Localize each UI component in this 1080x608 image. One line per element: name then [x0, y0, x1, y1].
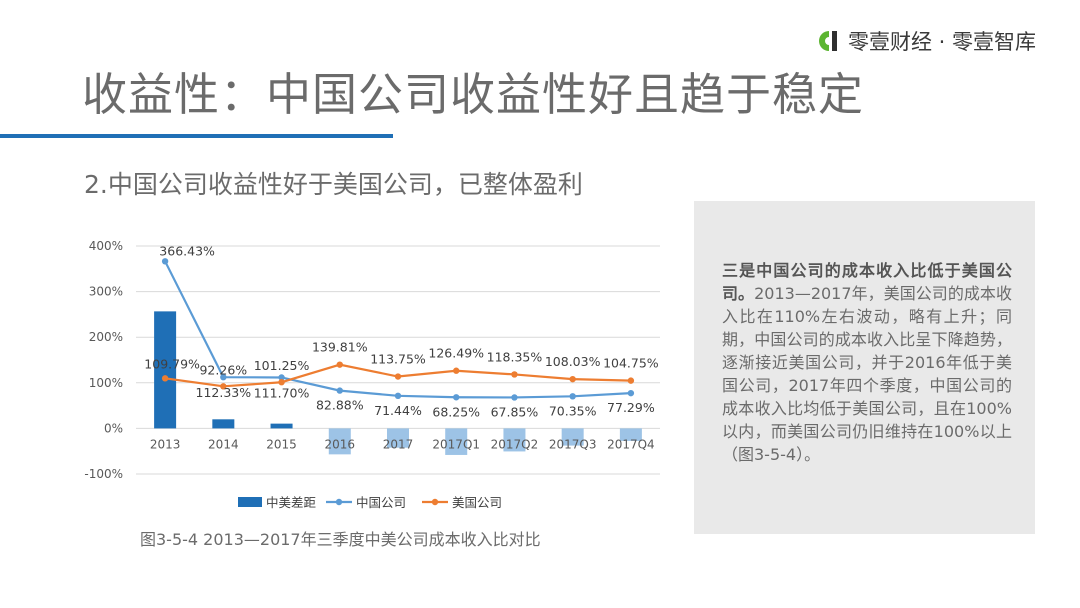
- legend-label-china: 中国公司: [356, 495, 406, 510]
- china-point: [278, 374, 285, 381]
- legend-marker-usa: [431, 498, 439, 506]
- china-data-label: 68.25%: [432, 404, 480, 419]
- x-tick-label: 2016: [325, 437, 356, 451]
- usa-data-label: 92.26%: [199, 362, 247, 377]
- y-tick-label: 100%: [89, 376, 123, 390]
- bar-gap: [445, 428, 468, 455]
- x-tick-label: 2015: [266, 437, 297, 451]
- legend-label-usa: 美国公司: [452, 495, 502, 510]
- bar-gap: [561, 428, 584, 446]
- usa-point: [336, 361, 343, 368]
- legend-label-gap: 中美差距: [266, 495, 316, 510]
- x-tick-label: 2017Q4: [607, 437, 655, 451]
- figure-caption: 图3-5-4 2013—2017年三季度中美公司成本收入比对比: [140, 530, 541, 549]
- usa-data-label: 108.03%: [545, 354, 601, 369]
- legend-marker-china: [335, 498, 343, 506]
- x-tick-label: 2017Q1: [432, 437, 480, 451]
- china-point: [220, 373, 227, 381]
- china-point: [511, 394, 518, 401]
- usa-data-label: 113.75%: [370, 352, 426, 367]
- china-point: [453, 394, 460, 401]
- usa-data-label: 101.25%: [254, 358, 310, 373]
- legend-swatch-gap: [238, 497, 262, 507]
- y-tick-label: 200%: [89, 330, 123, 344]
- y-tick-label: 0%: [104, 421, 123, 435]
- china-data-label: 71.44%: [374, 403, 422, 418]
- china-data-label: 67.85%: [491, 404, 539, 419]
- usa-point: [511, 371, 518, 378]
- commentary-body: 2013—2017年，美国公司的成本收入比在110%左右波动，略有上升；同期，中…: [722, 284, 1012, 464]
- bar-gap: [328, 428, 351, 455]
- usa-data-label: 139.81%: [312, 340, 368, 355]
- x-tick-label: 2017Q3: [549, 437, 597, 451]
- china-data-label: 366.43%: [159, 243, 215, 258]
- y-tick-label: -100%: [84, 467, 123, 481]
- x-tick-label: 2013: [150, 437, 181, 451]
- bar-gap: [154, 311, 177, 429]
- x-tick-label: 2017Q2: [491, 437, 539, 451]
- china-point: [161, 258, 169, 265]
- china-point: [394, 392, 402, 400]
- cost-income-ratio-chart: 400% 300% 200% 100% 0% -100% 2013 2014 2015 2016 2…: [84, 239, 660, 510]
- y-tick-label: 300%: [89, 285, 123, 299]
- commentary-lead: 三是中国公司的成本收入比低于美国公司。: [722, 261, 1012, 303]
- usa-data-label: 126.49%: [428, 346, 484, 361]
- usa-point: [453, 367, 460, 374]
- page-title: 收益性：中国公司收益性好且趋于稳定: [82, 68, 865, 121]
- usa-data-label: 109.79%: [144, 356, 200, 371]
- usa-data-label: 104.75%: [603, 356, 659, 371]
- usa-point: [627, 377, 635, 384]
- x-tick-label: 2017: [383, 437, 414, 451]
- title-underline: [0, 134, 393, 138]
- china-point: [336, 387, 343, 394]
- china-point: [569, 393, 576, 400]
- brand-name: 零壹财经 · 零壹智库: [847, 30, 1036, 54]
- commentary-text: 三是中国公司的成本收入比低于美国公司。2013—2017年，美国公司的成本收入比…: [722, 259, 1012, 466]
- china-data-label: 77.29%: [607, 400, 655, 415]
- usa-point: [220, 383, 227, 390]
- china-data-label: 111.70%: [254, 385, 310, 400]
- commentary-panel: 三是中国公司的成本收入比低于美国公司。2013—2017年，美国公司的成本收入比…: [694, 201, 1035, 534]
- y-tick-label: 400%: [89, 239, 123, 253]
- usa-point: [278, 379, 285, 386]
- usa-data-label: 118.35%: [487, 349, 543, 364]
- bar-gap: [387, 428, 409, 448]
- china-point: [627, 389, 635, 397]
- usa-point: [394, 373, 402, 380]
- bar-gap: [503, 428, 526, 452]
- brand: 零壹财经 · 零壹智库: [816, 26, 1036, 56]
- x-tick-label: 2014: [208, 437, 239, 451]
- china-data-label: 112.33%: [196, 385, 252, 400]
- china-data-label: 82.88%: [316, 398, 364, 413]
- usa-point: [161, 375, 169, 382]
- bar-gap: [212, 419, 235, 429]
- bar-gap: [619, 428, 642, 441]
- china-data-label: 70.35%: [549, 403, 597, 418]
- usa-point: [569, 375, 576, 383]
- page-subtitle: 2.中国公司收益性好于美国公司，已整体盈利: [84, 170, 583, 199]
- lingyi-logo-icon: [818, 31, 837, 51]
- bar-gap: [270, 423, 293, 429]
